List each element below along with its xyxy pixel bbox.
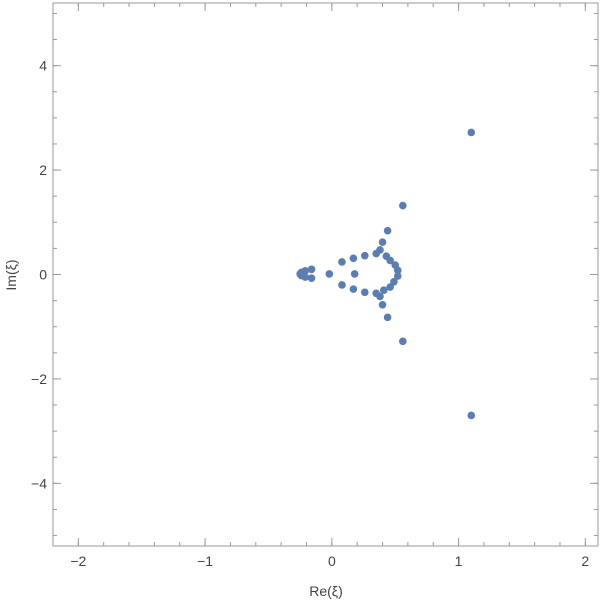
data-point — [399, 338, 407, 346]
y-axis-label: Im(ξ) — [3, 259, 19, 290]
data-point — [467, 129, 475, 137]
data-point — [338, 258, 346, 266]
x-tick-label: −1 — [197, 553, 213, 569]
y-tick-label: 0 — [39, 267, 47, 283]
data-point — [399, 202, 407, 210]
data-point — [384, 314, 392, 322]
data-point — [379, 238, 387, 246]
y-tick-label: −2 — [31, 371, 47, 387]
data-point — [384, 227, 392, 235]
data-point — [467, 412, 475, 420]
x-tick-label: 0 — [328, 553, 336, 569]
data-point — [361, 252, 369, 260]
data-point — [338, 281, 346, 289]
x-tick-label: 1 — [455, 553, 463, 569]
data-point — [296, 270, 304, 278]
data-point — [350, 255, 358, 263]
plot-frame — [53, 3, 598, 546]
x-axis-label: Re(ξ) — [309, 583, 343, 599]
tick-labels: −2 −1 0 1 2 −4 −2 0 2 4 — [31, 58, 589, 569]
data-point — [372, 250, 380, 258]
x-tick-label: −2 — [70, 553, 86, 569]
data-points — [296, 129, 475, 420]
data-point — [379, 301, 387, 309]
data-point — [361, 288, 369, 296]
data-point — [351, 270, 359, 278]
y-tick-label: 4 — [39, 58, 47, 74]
data-point — [308, 265, 316, 273]
tick-marks — [53, 3, 598, 546]
y-tick-label: 2 — [39, 162, 47, 178]
y-tick-label: −4 — [31, 475, 47, 491]
data-point — [308, 274, 316, 282]
data-point — [326, 270, 334, 278]
data-point — [350, 285, 358, 293]
data-point — [394, 272, 402, 280]
data-point — [372, 289, 380, 297]
x-tick-label: 2 — [581, 553, 589, 569]
